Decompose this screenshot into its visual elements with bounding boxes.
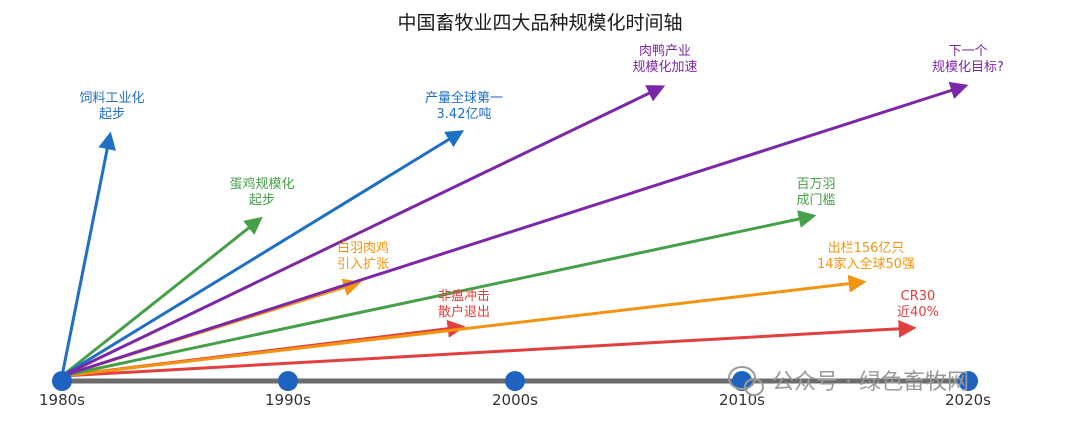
decade-marker-1980s bbox=[52, 371, 72, 391]
decade-marker-1990s bbox=[278, 371, 298, 391]
annotation-duck-scale-accelerate: 肉鸭产业规模化加速 bbox=[632, 44, 697, 75]
annotation-feed-industrialization: 饲料工业化起步 bbox=[79, 91, 144, 122]
watermark-text: 公众号 · 绿色畜牧网 bbox=[772, 370, 969, 395]
decade-marker-2000s bbox=[505, 371, 525, 391]
annotation-output-15-6b: 出栏156亿只 14家入全球50强 bbox=[817, 241, 915, 272]
arrow-cr30-40pct bbox=[61, 319, 917, 378]
annotation-cr30-40pct: CR30 近40% bbox=[897, 289, 939, 320]
arrow-output-15-6b bbox=[61, 274, 867, 378]
annotation-asf-shock: 非瘟冲击散户退出 bbox=[438, 288, 490, 320]
decade-marker-2010s bbox=[732, 371, 752, 391]
annotation-egg-scale-start: 蛋鸡规模化起步 bbox=[229, 176, 294, 208]
arrow-feed-industrialization bbox=[60, 131, 117, 377]
annotation-output-world-first: 产量全球第一 3.42亿吨 bbox=[425, 90, 503, 122]
arrow-duck-scale-accelerate bbox=[61, 85, 666, 378]
arrow-output-world-first bbox=[61, 130, 465, 378]
annotation-broiler-introduce: 白羽肉鸡引入扩张 bbox=[337, 240, 389, 272]
arrow-egg-scale-start bbox=[61, 216, 263, 378]
annotation-next-scale-target: 下一个规模化目标? bbox=[932, 44, 1004, 75]
annotation-million-birds-cages: 百万羽成门槛 bbox=[796, 177, 835, 208]
milestone-arrows bbox=[60, 81, 969, 378]
decade-label-1990s: 1990s bbox=[265, 391, 311, 409]
decade-label-1980s: 1980s bbox=[39, 391, 85, 409]
wechat-icon bbox=[728, 366, 764, 396]
arrow-million-birds-cages bbox=[61, 210, 817, 378]
decade-markers bbox=[52, 371, 978, 391]
decade-marker-2020s bbox=[958, 371, 978, 391]
decade-label-2020s: 2020s bbox=[945, 391, 991, 409]
decade-label-2000s: 2000s bbox=[492, 391, 538, 409]
watermark: 公众号 · 绿色畜牧网 bbox=[728, 366, 969, 396]
arrow-next-scale-target bbox=[61, 81, 969, 378]
diagram-title: 中国畜牧业四大品种规模化时间轴 bbox=[397, 12, 682, 34]
